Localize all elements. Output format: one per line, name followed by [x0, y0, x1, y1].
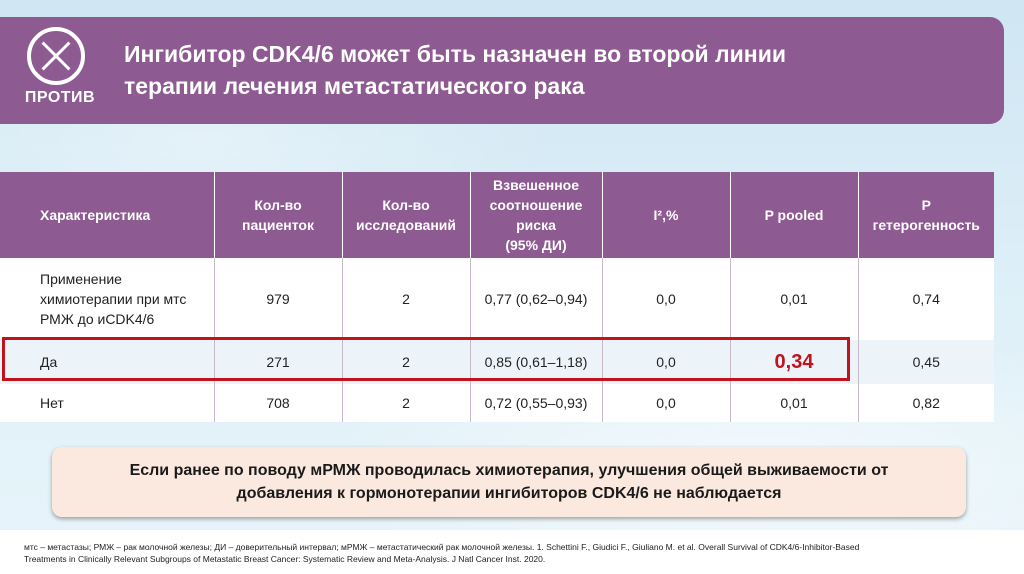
cell-i2: 0,0	[602, 258, 731, 340]
cell-hazard-ratio: 0,72 (0,55–0,93)	[470, 384, 603, 422]
col-header-patients: Кол-во пациенток	[214, 172, 343, 258]
cell-patients: 979	[214, 258, 343, 340]
slide-title: Ингибитор CDK4/6 может быть назначен во …	[124, 38, 984, 102]
col-header-line: соотношение	[489, 197, 583, 213]
col-header-hazard-ratio: Взвешенное соотношение риска (95% ДИ)	[470, 172, 603, 258]
conclusion-line-2: добавления к гормонотерапии ингибиторов …	[236, 485, 782, 502]
col-header-p-heterogeneity: P гетерогенность	[858, 172, 994, 258]
col-header-i2: I²,%	[602, 172, 731, 258]
col-header-line: исследований	[356, 217, 456, 233]
cell-p-heterogeneity: 0,74	[912, 291, 940, 307]
col-header-line: Взвешенное	[493, 177, 579, 193]
col-header-line: пациенток	[242, 217, 314, 233]
col-header-line: Кол-во	[254, 197, 302, 213]
col-header-p-pooled: P pooled	[730, 172, 859, 258]
cell-patients: 271	[214, 340, 343, 384]
cell-p-heterogeneity: 0,45	[912, 354, 940, 370]
highlighted-p-value: 0,34	[774, 350, 814, 373]
cell-i2: 0,0	[602, 340, 731, 384]
table-row: Нет 708 2 0,72 (0,55–0,93) 0,0 0,01 0,82	[0, 384, 994, 422]
results-table-container: Характеристика Кол-во пациенток Кол-во и…	[0, 172, 994, 422]
cell-p-pooled: 0,01	[730, 258, 859, 340]
cell-hazard-ratio: 0,77 (0,62–0,94)	[470, 258, 603, 340]
cross-circle-icon	[27, 27, 85, 85]
cell-studies: 2	[342, 384, 471, 422]
cell-line: Применение	[40, 271, 122, 287]
cell-studies: 2	[342, 340, 471, 384]
results-table: Характеристика Кол-во пациенток Кол-во и…	[0, 172, 994, 422]
footnote-line-2: Treatments in Clinically Relevant Subgro…	[24, 554, 546, 564]
cell-i2: 0,0	[602, 384, 731, 422]
cell-line: химиотерапии при мтс	[40, 291, 187, 307]
table-row: Применение химиотерапии при мтс РМЖ до и…	[0, 258, 994, 340]
cell-p-heterogeneity: 0,82	[912, 395, 940, 411]
cell-characteristic: Нет	[0, 384, 215, 422]
col-header-line: P	[921, 197, 931, 213]
conclusion-line-1: Если ранее по поводу мРМЖ проводилась хи…	[129, 462, 889, 479]
cell-characteristic: Да	[0, 340, 215, 384]
against-badge: ПРОТИВ	[8, 17, 112, 117]
conclusion-box: Если ранее по поводу мРМЖ проводилась хи…	[52, 447, 966, 517]
footer-band	[0, 530, 1024, 574]
col-header-line: гетерогенность	[872, 217, 980, 233]
col-header-line: риска	[516, 217, 556, 233]
cell-line: РМЖ до иCDK4/6	[40, 311, 155, 327]
col-header-line: Кол-во	[382, 197, 430, 213]
table-header-row: Характеристика Кол-во пациенток Кол-во и…	[0, 172, 994, 258]
cell-hazard-ratio: 0,85 (0,61–1,18)	[470, 340, 603, 384]
col-header-line: (95% ДИ)	[505, 237, 567, 253]
col-header-studies: Кол-во исследований	[342, 172, 471, 258]
footnote: мтс – метастазы; РМЖ – рак молочной желе…	[24, 541, 1004, 565]
cell-p-pooled: 0,01	[730, 384, 859, 422]
col-header-characteristic: Характеристика	[0, 172, 215, 258]
badge-label: ПРОТИВ	[24, 89, 96, 106]
conclusion-text: Если ранее по поводу мРМЖ проводилась хи…	[69, 459, 949, 505]
footnote-line-1: мтс – метастазы; РМЖ – рак молочной желе…	[24, 542, 860, 552]
cell-studies: 2	[342, 258, 471, 340]
cell-p-pooled: 0,34	[730, 340, 859, 384]
slide-header	[0, 17, 1004, 124]
cell-characteristic: Применение химиотерапии при мтс РМЖ до и…	[0, 258, 215, 340]
title-line-2: терапии лечения метастатического рака	[124, 73, 585, 99]
table-row: Да 271 2 0,85 (0,61–1,18) 0,0 0,34 0,45	[0, 340, 994, 384]
title-line-1: Ингибитор CDK4/6 может быть назначен во …	[124, 41, 786, 67]
cell-patients: 708	[214, 384, 343, 422]
